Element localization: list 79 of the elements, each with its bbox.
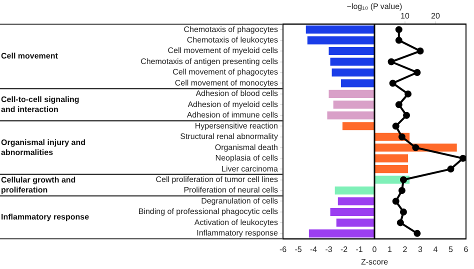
bar [336,218,374,227]
point [414,230,421,237]
point [400,208,407,216]
text: Cell movement [1,52,58,61]
point [414,68,421,76]
text: Cellular growth and proliferation [1,175,76,194]
bar [333,100,374,109]
y-tick-label: Structural renal abnormality [180,132,278,142]
x-tick-label: 0 [372,244,378,254]
y-tick-label: Chemotaxis of phagocytes [184,24,278,34]
point [389,80,396,87]
text: Inflammatory response [1,212,90,222]
point [395,101,402,108]
y-tick-label: Inflammatory response [196,228,279,238]
y-tick-label: Activation of leukocytes [194,218,278,227]
bar [374,154,408,162]
bar [330,58,374,66]
point [400,176,407,184]
y-tick-label: Binding of professional phagocytic cells [138,207,278,216]
point [388,58,395,66]
bar [338,197,374,206]
x-tick-label: 6 [464,244,469,254]
x2-tick-label: 10 [400,12,410,21]
y-tick-label: Chemotaxis of antigen presenting cells [140,56,278,66]
x-tick-label: -4 [310,244,318,254]
x-tick-label: 2 [402,244,408,254]
y-tick-label: Degranulation of cells [201,196,278,206]
y-tick-label: Proliferation of neural cells [184,186,278,195]
x-tick-label: -3 [325,244,333,254]
bar [334,186,374,195]
y-tick-label: Cell movement of myeloid cells [168,46,278,56]
x-tick-label: -2 [340,244,348,254]
bar [328,47,374,56]
point [459,154,466,162]
bar [340,79,374,88]
bar [330,208,374,216]
x-tick-label: 5 [448,244,454,254]
point [392,198,400,205]
x-tick-label: 3 [418,244,424,254]
point [398,187,406,194]
y-tick-label: Adhesion of blood cells [196,89,278,98]
bar [374,165,408,174]
bar [328,90,374,98]
bar [332,68,374,77]
bar [306,26,374,34]
y-tick-label: Adhesion of myeloid cells [188,100,278,109]
point [395,36,402,44]
y-tick-label: Cell proliferation of tumor cell lines [156,174,278,184]
y-tick-label: Cell movement of phagocytes [172,68,278,77]
point [412,144,420,152]
point [404,90,412,98]
point [416,48,424,55]
y-tick-label: Cell movement of monocytes [174,78,278,88]
bar [342,122,374,130]
y-tick-label: Hypersensitive reaction [194,121,278,130]
point [392,122,400,130]
text: Organismal injury and abnormalities [1,138,86,157]
x-tick-label: -5 [294,244,302,254]
x-tick-label: -1 [356,244,364,254]
x-axis-title: Z-score [360,257,389,266]
point [398,133,406,140]
point [447,166,454,173]
y-tick-label: Organismal death [214,142,278,152]
bar [307,36,374,44]
x-tick-label: -6 [279,244,288,254]
y-tick-label: Liver carcinoma [222,164,279,174]
bar [327,111,374,120]
bar [308,229,374,238]
point [403,112,410,119]
x2-axis-title: −log₁₀ (P value) [346,2,403,12]
x2-tick-label: 20 [431,12,440,21]
y-tick-label: Adhesion of immune cells [186,110,278,120]
point [395,26,402,34]
y-tick-label: Neoplasia of cells [215,154,278,163]
point [396,219,404,226]
y-tick-label: Chemotaxis of leukocytes [186,36,278,44]
text: Cell-to-cell signaling and interaction [1,94,80,114]
x-tick-label: 1 [388,244,393,254]
x-tick-label: 4 [433,244,438,254]
